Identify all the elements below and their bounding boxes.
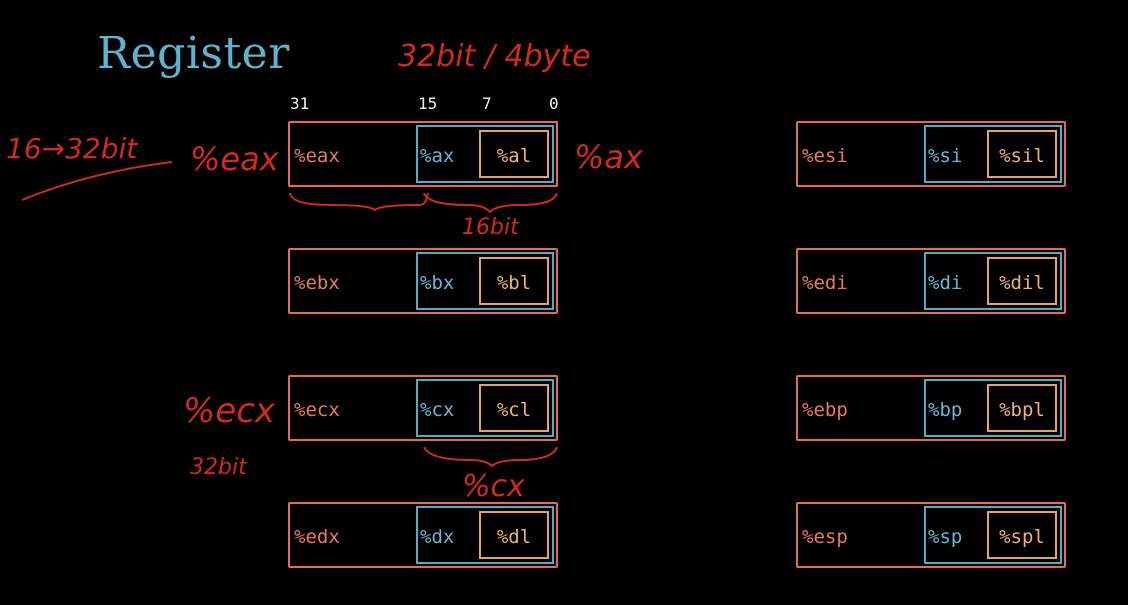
cx-brace [423,446,558,468]
register-edi: %edi %di %dil [796,248,1066,314]
ax-note: %ax [574,138,644,176]
register-16-box: %si %sil [924,125,1062,183]
register-8-label: %dil [999,272,1045,294]
underline-stroke [21,161,173,201]
cx-note: %cx [462,469,525,504]
register-8-box: %cl [479,384,549,432]
ecx-note: %ecx [183,391,276,431]
register-8-label: %dl [496,526,532,548]
register-8-label: %bpl [999,399,1045,421]
size-note: 32bit / 4byte [398,39,591,74]
register-16-label: %cx [420,399,455,421]
thirty-two-bit-note: 32bit [190,455,248,480]
register-16-box: %di %dil [924,252,1062,310]
register-8-box: %dil [987,257,1057,305]
register-8-label: %spl [999,526,1045,548]
register-ebp: %ebp %bp %bpl [796,375,1066,441]
bit-label-31: 31 [290,94,310,113]
register-16-label: %bp [928,399,963,421]
register-esi: %esi %si %sil [796,121,1066,187]
register-32-label: %esi [802,145,848,167]
register-32-label: %ecx [294,399,340,421]
register-8-box: %dl [479,511,549,559]
lower-half-brace [423,192,558,214]
register-32-label: %edi [802,272,848,294]
register-8-box: %sil [987,130,1057,178]
widen-note: 16→32bit [6,132,138,165]
sixteen-bit-note: 16bit [462,215,520,240]
eax-note: %eax [190,140,280,178]
register-16-box: %bp %bpl [924,379,1062,437]
register-esp: %esp %sp %spl [796,502,1066,568]
register-8-box: %spl [987,511,1057,559]
register-edx: %edx %dx %dl [288,502,558,568]
register-8-box: %al [479,130,549,178]
register-16-label: %di [928,272,963,294]
register-16-box: %bx %bl [416,252,554,310]
register-16-box: %dx %dl [416,506,554,564]
register-8-box: %bpl [987,384,1057,432]
register-8-label: %al [496,145,532,167]
register-16-label: %sp [928,526,963,548]
register-16-box: %sp %spl [924,506,1062,564]
register-8-label: %sil [999,145,1045,167]
register-8-label: %bl [496,272,532,294]
page-title: Register [97,28,290,79]
register-16-box: %cx %cl [416,379,554,437]
register-16-label: %dx [420,526,455,548]
register-eax: %eax %ax %al [288,121,558,187]
upper-half-brace [289,192,429,212]
register-8-box: %bl [479,257,549,305]
register-16-label: %bx [420,272,455,294]
register-ebx: %ebx %bx %bl [288,248,558,314]
bit-label-0: 0 [549,94,559,113]
bit-label-7: 7 [482,94,492,113]
register-8-label: %cl [496,399,532,421]
register-32-label: %ebp [802,399,848,421]
register-16-label: %ax [420,145,455,167]
register-32-label: %ebx [294,272,340,294]
register-16-box: %ax %al [416,125,554,183]
bit-label-15: 15 [418,94,438,113]
register-16-label: %si [928,145,963,167]
register-32-label: %eax [294,145,340,167]
register-32-label: %edx [294,526,340,548]
register-ecx: %ecx %cx %cl [288,375,558,441]
register-32-label: %esp [802,526,848,548]
